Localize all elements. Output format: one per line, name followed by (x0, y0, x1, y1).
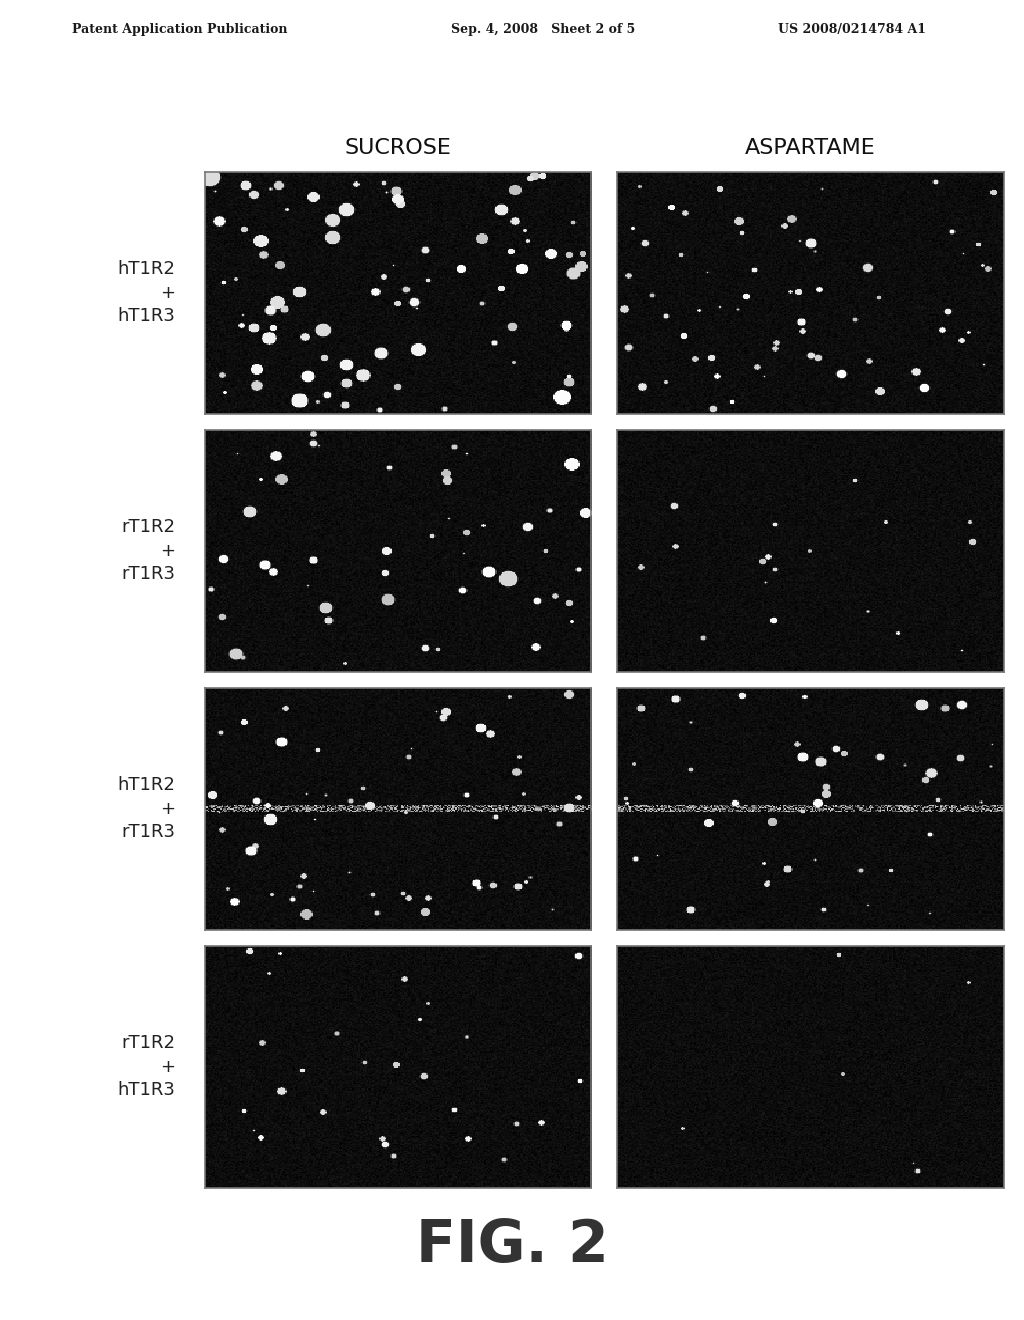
Text: Patent Application Publication: Patent Application Publication (72, 22, 287, 36)
Text: ASPARTAME: ASPARTAME (744, 137, 876, 158)
Text: hT1R2
+
hT1R3: hT1R2 + hT1R3 (118, 260, 176, 325)
Text: rT1R2
+
rT1R3: rT1R2 + rT1R3 (122, 519, 176, 583)
Text: US 2008/0214784 A1: US 2008/0214784 A1 (778, 22, 927, 36)
Text: FIG. 2: FIG. 2 (416, 1217, 608, 1274)
Text: Sep. 4, 2008   Sheet 2 of 5: Sep. 4, 2008 Sheet 2 of 5 (451, 22, 635, 36)
Text: rT1R2
+
hT1R3: rT1R2 + hT1R3 (118, 1035, 176, 1100)
Text: hT1R2
+
rT1R3: hT1R2 + rT1R3 (118, 776, 176, 841)
Text: SUCROSE: SUCROSE (345, 137, 452, 158)
